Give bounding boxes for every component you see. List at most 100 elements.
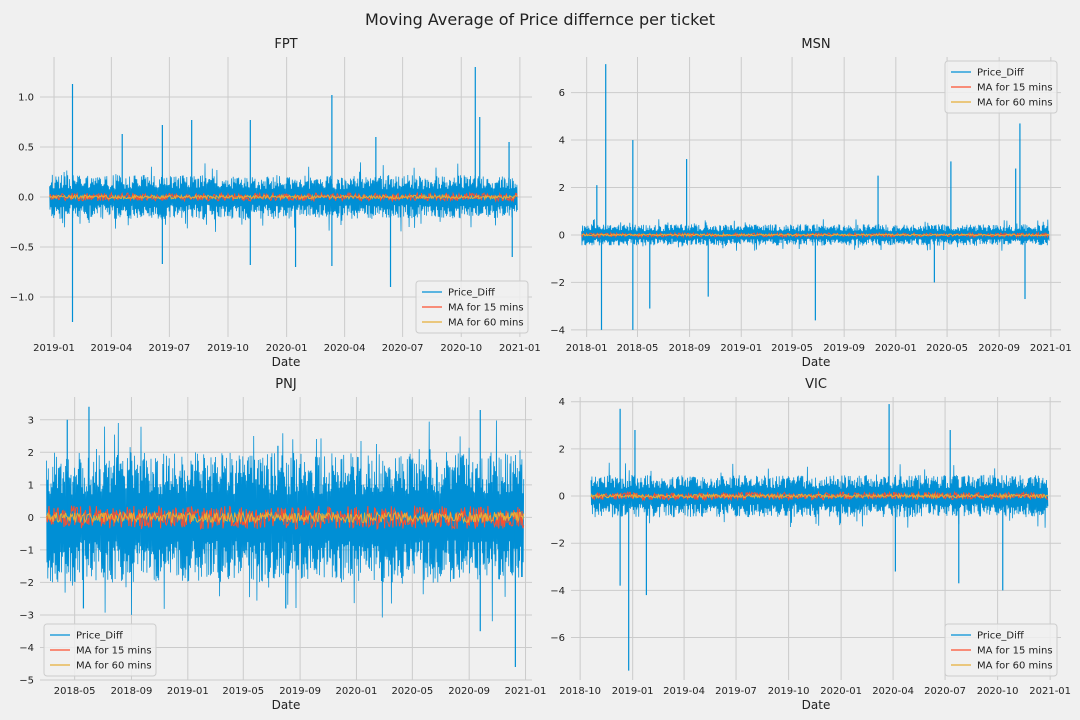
x-tick-label: 2019-04 [663, 686, 705, 697]
y-tick-label: 0.0 [18, 193, 34, 204]
legend: Price_Diff MA for 15 mins MA for 60 mins [944, 623, 1058, 677]
x-tick-label: 2020-01 [875, 343, 917, 354]
legend-label: MA for 60 mins [977, 98, 1053, 109]
x-tick-label: 2020-07 [382, 343, 424, 354]
x-tick-label: 2020-05 [926, 343, 968, 354]
x-axis-label: Date [802, 698, 831, 712]
x-tick-label: 2018-09 [669, 343, 711, 354]
subplot-pnj: 2018-05 2018-09 2019-01 2019-05 2019-09 2020-… [19, 377, 546, 712]
series-ma15-line [590, 490, 1049, 502]
y-tick-label: −5 [19, 676, 34, 687]
legend-label: MA for 60 mins [977, 661, 1053, 672]
x-tick-label: 2018-05 [617, 343, 659, 354]
y-tick-label: 0 [559, 230, 565, 241]
y-tick-label: 3 [28, 415, 34, 426]
y-tick-label: −6 [550, 633, 565, 644]
x-tick-label: 2019-01 [612, 686, 654, 697]
plot-area [581, 64, 1050, 330]
x-axis-label: Date [272, 355, 301, 369]
series-ma60-line [590, 492, 1049, 500]
x-tick-label: 2018-01 [566, 343, 608, 354]
plot-area [49, 67, 518, 322]
subplot-vic: 2018-10 2019-01 2019-04 2019-07 2019-10 2020-… [550, 377, 1071, 712]
legend: Price_Diff MA for 15 mins MA for 60 mins [43, 623, 157, 677]
y-tick-label: 2 [28, 448, 34, 459]
y-tick-label: −2 [550, 278, 565, 289]
figure-title: Moving Average of Price differnce per ti… [365, 10, 715, 29]
legend-label: MA for 15 mins [448, 303, 524, 314]
x-tick-label: 2019-05 [771, 343, 813, 354]
y-tick-label: 0 [28, 513, 34, 524]
y-tick-label: −1 [19, 545, 34, 556]
y-tick-label: −4 [550, 586, 565, 597]
x-tick-label: 2021-01 [1029, 686, 1071, 697]
y-tick-label: 2 [559, 444, 565, 455]
x-tick-label: 2018-05 [54, 686, 96, 697]
legend-label: MA for 60 mins [448, 318, 524, 329]
x-tick-label: 2019-01 [720, 343, 762, 354]
y-tick-label: 2 [559, 183, 565, 194]
x-tick-label: 2019-05 [222, 686, 264, 697]
x-tick-label: 2021-01 [499, 343, 541, 354]
y-tick-label: 1.0 [18, 93, 34, 104]
y-tick-label: −0.5 [10, 243, 34, 254]
legend-label: Price_Diff [977, 68, 1025, 79]
x-tick-label: 2020-09 [448, 686, 490, 697]
x-tick-label: 2020-01 [266, 343, 308, 354]
subplot-title: MSN [801, 37, 830, 52]
y-tick-label: −1.0 [10, 293, 34, 304]
x-tick-label: 2020-01 [336, 686, 378, 697]
series-price-diff-line [49, 162, 518, 232]
legend-frame [944, 60, 1058, 114]
x-tick-label: 2020-05 [391, 686, 433, 697]
legend-label: Price_Diff [76, 631, 124, 642]
legend: Price_Diff MA for 15 mins MA for 60 mins [415, 280, 529, 334]
x-tick-label: 2020-04 [872, 686, 914, 697]
legend-label: MA for 15 mins [76, 646, 152, 657]
x-tick-label: 2020-10 [440, 343, 482, 354]
y-tick-label: −2 [550, 539, 565, 550]
legend-label: MA for 15 mins [977, 83, 1053, 94]
y-tick-label: −2 [19, 578, 34, 589]
y-tick-label: −4 [550, 325, 565, 336]
x-tick-label: 2019-07 [148, 343, 190, 354]
y-tick-label: 6 [559, 88, 565, 99]
subplot-fpt: 2019-01 2019-04 2019-07 2019-10 2020-01 2020-… [10, 37, 541, 369]
x-axis-label: Date [272, 698, 301, 712]
y-tick-label: 0 [559, 492, 565, 503]
x-tick-label: 2018-09 [111, 686, 153, 697]
x-tick-label: 2018-10 [559, 686, 601, 697]
legend: Price_Diff MA for 15 mins MA for 60 mins [944, 60, 1058, 114]
x-tick-label: 2020-09 [978, 343, 1020, 354]
x-tick-label: 2019-01 [167, 686, 209, 697]
x-tick-label: 2021-01 [1030, 343, 1072, 354]
y-tick-label: −4 [19, 643, 34, 654]
x-tick-label: 2021-01 [505, 686, 547, 697]
legend-label: Price_Diff [977, 631, 1025, 642]
series-ma60-line [49, 193, 518, 201]
x-tick-label: 2020-10 [977, 686, 1019, 697]
legend-label: MA for 15 mins [977, 646, 1053, 657]
x-tick-label: 2019-04 [90, 343, 132, 354]
x-tick-label: 2020-01 [820, 686, 862, 697]
y-tick-label: −3 [19, 610, 34, 621]
x-tick-label: 2020-07 [924, 686, 966, 697]
x-tick-label: 2019-09 [823, 343, 865, 354]
plot-area [590, 404, 1049, 671]
legend-frame [944, 623, 1058, 677]
x-tick-label: 2019-07 [715, 686, 757, 697]
legend-label: Price_Diff [448, 288, 496, 299]
subplot-msn: 2018-01 2018-05 2018-09 2019-01 2019-05 2019-… [550, 37, 1071, 369]
x-tick-label: 2019-09 [279, 686, 321, 697]
x-tick-label: 2019-10 [768, 686, 810, 697]
series-price-diff-line [46, 420, 525, 622]
series-ma60-line [46, 510, 525, 525]
x-axis-label: Date [802, 355, 831, 369]
y-tick-label: 0.5 [18, 143, 34, 154]
x-tick-label: 2019-10 [207, 343, 249, 354]
subplot-title: PNJ [275, 377, 296, 392]
subplot-title: VIC [805, 377, 827, 392]
series-ma60-line [581, 233, 1050, 237]
